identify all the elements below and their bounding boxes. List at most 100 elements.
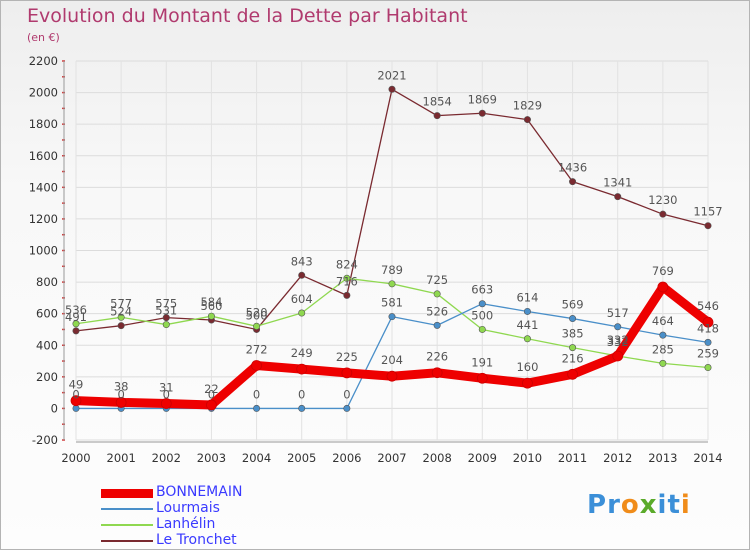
x-tick-label: 2005 (287, 451, 316, 465)
data-label-lourmais: 418 (697, 321, 719, 335)
y-tick-label: 1000 (29, 244, 58, 258)
data-label-bonnemain: 191 (471, 355, 493, 369)
logo-letter: x (639, 490, 658, 520)
data-label-bonnemain: 546 (697, 299, 719, 313)
data-point-le-tronchet (388, 85, 396, 93)
x-tick-label: 2006 (332, 451, 361, 465)
y-tick-label: 0 (51, 401, 58, 415)
data-label-lanh-lin: 604 (291, 292, 313, 306)
data-label-le-tronchet: 1854 (423, 95, 452, 109)
logo-letter: i (680, 490, 691, 520)
data-point-lourmais (614, 323, 622, 331)
x-tick-label: 2001 (107, 451, 136, 465)
chart-unit-label: (en €) (27, 31, 60, 44)
legend-label: Lanhélin (156, 516, 216, 532)
data-point-bonnemain (657, 281, 669, 293)
data-point-lanh-lin (298, 309, 306, 317)
data-label-lanh-lin: 500 (471, 308, 493, 322)
y-tick-label: -200 (32, 433, 58, 447)
data-label-bonnemain: 22 (204, 382, 219, 396)
data-label-le-tronchet: 1341 (603, 176, 632, 190)
data-point-lanh-lin (704, 364, 712, 372)
data-label-le-tronchet: 1436 (558, 161, 587, 175)
data-point-lourmais (298, 404, 306, 412)
data-label-bonnemain: 225 (336, 350, 358, 364)
x-tick-label: 2002 (152, 451, 181, 465)
data-point-lanh-lin (478, 325, 486, 333)
data-label-lourmais: 0 (298, 387, 305, 401)
data-point-bonnemain (612, 350, 624, 362)
data-point-bonnemain (115, 397, 127, 408)
data-label-bonnemain: 249 (291, 346, 313, 360)
data-label-lanh-lin: 259 (697, 347, 719, 361)
data-point-le-tronchet (569, 178, 577, 186)
data-point-bonnemain (476, 372, 488, 384)
y-tick-label: 1200 (29, 212, 58, 226)
data-point-lanh-lin (207, 312, 215, 320)
data-label-lanh-lin: 531 (155, 304, 177, 318)
data-point-le-tronchet (117, 322, 125, 330)
x-tick-label: 2010 (513, 451, 542, 465)
x-tick-label: 2014 (693, 451, 722, 465)
logo-letter: o (620, 490, 640, 520)
data-label-bonnemain: 31 (159, 381, 174, 395)
y-tick-label: 600 (36, 307, 58, 321)
data-point-lourmais (253, 404, 261, 412)
data-label-lourmais: 517 (607, 306, 629, 320)
data-point-le-tronchet (343, 291, 351, 299)
data-label-lanh-lin: 441 (516, 318, 538, 332)
data-point-le-tronchet (704, 222, 712, 230)
data-point-lanh-lin (659, 359, 667, 367)
data-label-bonnemain: 160 (516, 360, 538, 374)
data-label-lourmais: 526 (426, 304, 448, 318)
data-point-lanh-lin (523, 335, 531, 343)
legend-label: Le Tronchet (156, 532, 237, 548)
data-point-lourmais (704, 338, 712, 346)
data-label-lanh-lin: 725 (426, 273, 448, 287)
x-tick-label: 2008 (423, 451, 452, 465)
y-tick-label: 2200 (29, 54, 58, 68)
y-tick-label: 400 (36, 338, 58, 352)
data-label-lanh-lin: 584 (200, 295, 222, 309)
data-label-le-tronchet: 560 (200, 299, 222, 313)
legend-label: BONNEMAIN (156, 484, 243, 500)
data-point-bonnemain (702, 316, 714, 328)
data-point-le-tronchet (478, 109, 486, 117)
data-point-lourmais (523, 307, 531, 315)
chart-title: Evolution du Montant de la Dette par Hab… (27, 5, 468, 27)
data-point-le-tronchet (72, 327, 80, 335)
data-point-lourmais (343, 404, 351, 412)
data-label-le-tronchet: 575 (155, 297, 177, 311)
data-label-bonnemain: 216 (562, 351, 584, 365)
data-point-lanh-lin (343, 274, 351, 282)
data-label-le-tronchet: 524 (110, 305, 132, 319)
x-tick-label: 2004 (242, 451, 271, 465)
data-point-bonnemain (341, 367, 353, 379)
y-tick-label: 1600 (29, 149, 58, 163)
y-tick-label: 1400 (29, 180, 58, 194)
x-tick-label: 2012 (603, 451, 632, 465)
data-point-bonnemain (296, 363, 308, 375)
data-label-le-tronchet: 843 (291, 254, 313, 268)
logo-letter: t (667, 490, 681, 520)
data-label-lourmais: 0 (163, 387, 170, 401)
data-point-le-tronchet (659, 210, 667, 218)
data-label-lourmais: 581 (381, 296, 403, 310)
data-label-bonnemain: 38 (114, 379, 129, 393)
data-label-lourmais: 0 (343, 387, 350, 401)
data-label-lanh-lin: 577 (110, 296, 132, 310)
data-point-le-tronchet (298, 271, 306, 279)
data-label-lourmais: 0 (208, 387, 215, 401)
data-label-le-tronchet: 716 (336, 274, 358, 288)
legend-swatch (101, 508, 153, 510)
data-point-bonnemain (160, 398, 172, 409)
data-label-lanh-lin: 536 (65, 303, 87, 317)
data-point-lourmais (478, 300, 486, 308)
data-label-lourmais: 569 (562, 298, 584, 312)
legend-swatch (101, 524, 153, 526)
data-point-bonnemain (251, 360, 262, 371)
data-label-lourmais: 0 (117, 387, 124, 401)
data-label-lanh-lin: 824 (336, 257, 358, 271)
data-point-lourmais (388, 313, 396, 321)
data-label-lanh-lin: 285 (652, 342, 674, 356)
